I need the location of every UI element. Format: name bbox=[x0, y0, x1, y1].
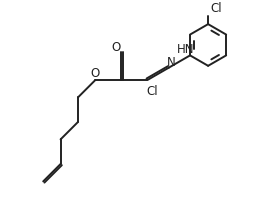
Text: Cl: Cl bbox=[210, 2, 222, 15]
Text: Cl: Cl bbox=[146, 85, 158, 98]
Text: O: O bbox=[91, 67, 100, 80]
Text: N: N bbox=[167, 56, 176, 69]
Text: HN: HN bbox=[177, 43, 194, 56]
Text: O: O bbox=[112, 41, 121, 54]
